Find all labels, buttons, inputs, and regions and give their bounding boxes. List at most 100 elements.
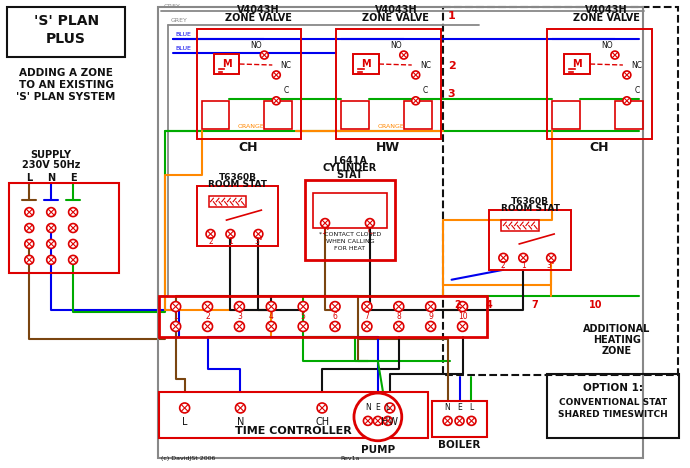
Circle shape (203, 301, 213, 312)
Bar (213, 54, 239, 74)
Text: SHARED TIMESWITCH: SHARED TIMESWITCH (558, 410, 668, 419)
Circle shape (298, 322, 308, 331)
Circle shape (394, 301, 404, 312)
Text: ROOM STAT: ROOM STAT (501, 204, 560, 212)
Text: 8: 8 (397, 312, 401, 321)
Circle shape (330, 322, 340, 331)
Circle shape (321, 219, 330, 227)
Text: NC: NC (631, 60, 642, 70)
Circle shape (68, 240, 77, 249)
Text: 10: 10 (457, 312, 467, 321)
Text: FOR HEAT: FOR HEAT (335, 247, 366, 251)
Text: L: L (26, 173, 32, 183)
Text: 7: 7 (364, 312, 369, 321)
Bar (159, 392, 428, 438)
Circle shape (206, 229, 215, 239)
Bar (341, 101, 369, 129)
Circle shape (170, 322, 181, 331)
Bar (197, 29, 301, 139)
Text: 2: 2 (501, 261, 506, 271)
Text: CH: CH (589, 141, 609, 154)
Circle shape (25, 208, 34, 217)
Text: N: N (365, 403, 371, 412)
Text: E: E (457, 403, 462, 412)
Text: * CONTACT CLOSED: * CONTACT CLOSED (319, 233, 381, 237)
Text: 2: 2 (205, 312, 210, 321)
Circle shape (400, 51, 408, 59)
Bar (615, 101, 643, 129)
Circle shape (385, 403, 395, 413)
Bar (552, 101, 580, 129)
Text: NO: NO (601, 41, 613, 50)
Text: V4043H: V4043H (237, 5, 279, 15)
Text: ZONE VALVE: ZONE VALVE (225, 13, 292, 23)
Circle shape (235, 403, 246, 413)
Circle shape (426, 322, 435, 331)
Text: 2: 2 (454, 300, 461, 309)
Circle shape (260, 51, 268, 59)
Text: TO AN EXISTING: TO AN EXISTING (19, 80, 114, 90)
Circle shape (266, 301, 276, 312)
Circle shape (362, 322, 372, 331)
Circle shape (68, 224, 77, 233)
Text: PUMP: PUMP (361, 445, 395, 455)
Text: N: N (47, 173, 55, 183)
Text: ADDING A ZONE: ADDING A ZONE (19, 68, 113, 78)
Text: BLUE: BLUE (176, 32, 192, 37)
Bar (208, 196, 246, 207)
Circle shape (364, 417, 373, 425)
Text: E: E (70, 173, 77, 183)
Text: N: N (445, 403, 451, 412)
Circle shape (366, 219, 375, 227)
Circle shape (25, 240, 34, 249)
Circle shape (273, 71, 280, 79)
Circle shape (623, 71, 631, 79)
Text: ROOM STAT: ROOM STAT (208, 180, 267, 189)
Text: E: E (375, 403, 380, 412)
Circle shape (68, 208, 77, 217)
Bar (197, 186, 278, 246)
Text: 7: 7 (532, 300, 539, 309)
Text: M: M (361, 59, 371, 69)
Text: TIME CONTROLLER: TIME CONTROLLER (235, 426, 352, 436)
Text: 6: 6 (333, 312, 337, 321)
Bar (336, 29, 441, 139)
Bar (201, 101, 230, 129)
Text: HEATING: HEATING (593, 336, 641, 345)
Text: 3: 3 (448, 89, 455, 99)
Circle shape (623, 97, 631, 105)
Text: CH: CH (239, 141, 258, 154)
Text: C: C (367, 227, 373, 235)
Text: GREY: GREY (170, 18, 188, 23)
Circle shape (47, 208, 56, 217)
Bar (564, 54, 590, 74)
Circle shape (330, 301, 340, 312)
Text: BOILER: BOILER (438, 440, 481, 450)
Text: NC: NC (281, 60, 292, 70)
Circle shape (412, 71, 420, 79)
Text: M: M (572, 59, 582, 69)
Text: N: N (237, 417, 244, 427)
Circle shape (68, 256, 77, 264)
Text: ZONE VALVE: ZONE VALVE (573, 13, 640, 23)
Text: 3°: 3° (546, 261, 555, 271)
Text: 'S' PLAN: 'S' PLAN (34, 14, 99, 28)
Circle shape (467, 417, 476, 425)
Bar (313, 193, 387, 228)
Text: L: L (386, 403, 390, 412)
Bar (159, 296, 487, 337)
Text: C: C (284, 87, 289, 95)
Circle shape (455, 417, 464, 425)
Circle shape (546, 253, 555, 263)
Circle shape (519, 253, 528, 263)
Text: CH: CH (315, 417, 329, 427)
Bar (264, 101, 292, 129)
Circle shape (394, 322, 404, 331)
Circle shape (25, 256, 34, 264)
Circle shape (499, 253, 508, 263)
Text: T6360B: T6360B (219, 173, 257, 182)
Circle shape (273, 97, 280, 105)
Bar (158, 7, 643, 458)
Text: V4043H: V4043H (584, 5, 627, 15)
Circle shape (254, 229, 263, 239)
